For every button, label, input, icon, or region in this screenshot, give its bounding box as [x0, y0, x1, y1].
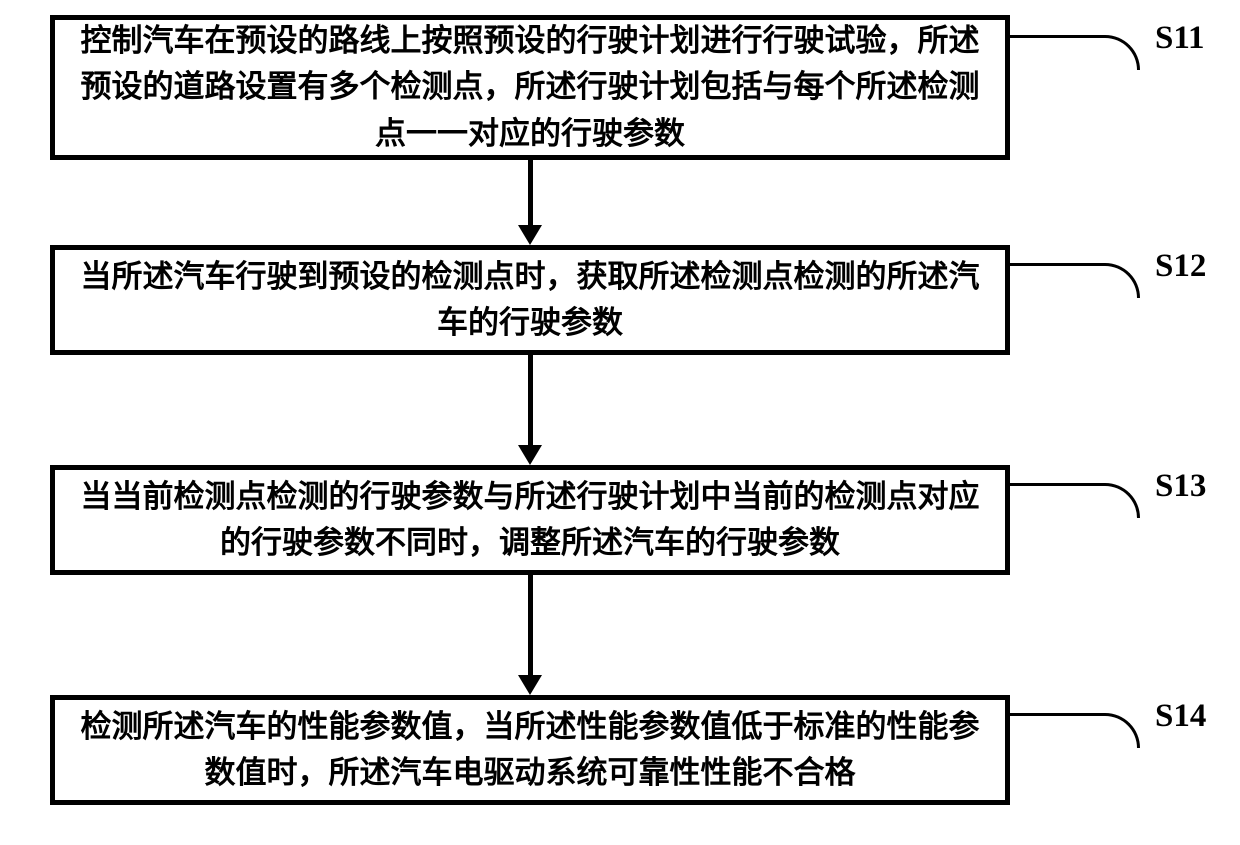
label-connector	[1010, 35, 1140, 70]
step-box-s11: 控制汽车在预设的路线上按照预设的行驶计划进行行驶试验，所述预设的道路设置有多个检…	[50, 15, 1010, 160]
step-text: 当所述汽车行驶到预设的检测点时，获取所述检测点检测的所述汽车的行驶参数	[75, 254, 985, 347]
label-connector	[1010, 713, 1140, 748]
step-text: 检测所述汽车的性能参数值，当所述性能参数值低于标准的性能参数值时，所述汽车电驱动…	[75, 704, 985, 797]
step-label-s12: S12	[1155, 248, 1206, 285]
step-box-s12: 当所述汽车行驶到预设的检测点时，获取所述检测点检测的所述汽车的行驶参数	[50, 245, 1010, 355]
label-connector	[1010, 263, 1140, 298]
step-label-s13: S13	[1155, 468, 1206, 505]
step-label-s14: S14	[1155, 698, 1206, 735]
arrow-line	[528, 575, 533, 675]
step-label-s11: S11	[1155, 20, 1205, 57]
label-connector	[1010, 483, 1140, 518]
step-text: 控制汽车在预设的路线上按照预设的行驶计划进行行驶试验，所述预设的道路设置有多个检…	[75, 18, 985, 158]
flowchart-container: 控制汽车在预设的路线上按照预设的行驶计划进行行驶试验，所述预设的道路设置有多个检…	[0, 0, 1240, 845]
arrow-line	[528, 355, 533, 445]
step-box-s13: 当当前检测点检测的行驶参数与所述行驶计划中当前的检测点对应的行驶参数不同时，调整…	[50, 465, 1010, 575]
arrow-head-icon	[518, 225, 542, 245]
arrow-head-icon	[518, 445, 542, 465]
arrow-head-icon	[518, 675, 542, 695]
step-text: 当当前检测点检测的行驶参数与所述行驶计划中当前的检测点对应的行驶参数不同时，调整…	[75, 474, 985, 567]
arrow-line	[528, 160, 533, 225]
step-box-s14: 检测所述汽车的性能参数值，当所述性能参数值低于标准的性能参数值时，所述汽车电驱动…	[50, 695, 1010, 805]
